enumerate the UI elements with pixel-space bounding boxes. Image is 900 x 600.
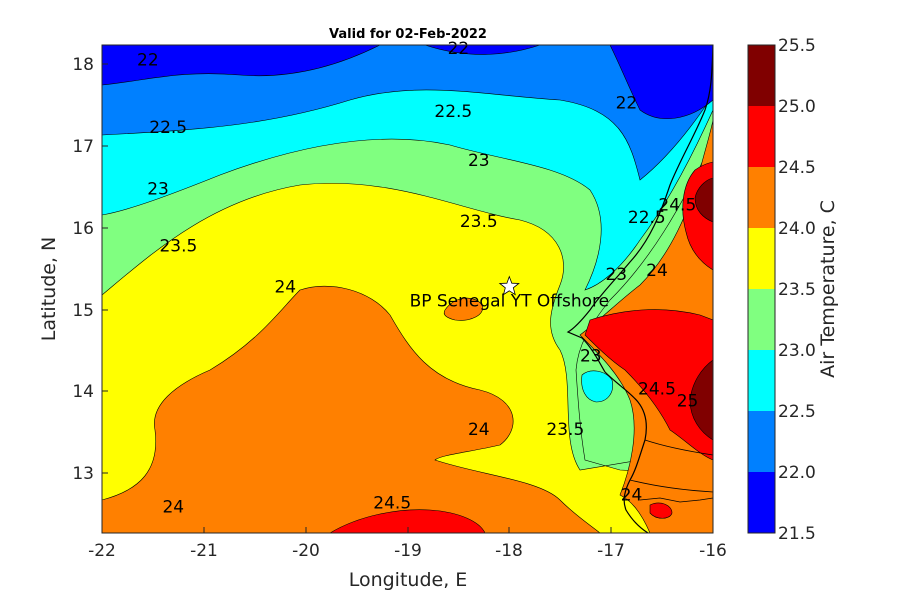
- y-axis-label: Latitude, N: [38, 237, 60, 342]
- contour-label: 24.5: [373, 494, 411, 514]
- contour-label: 24: [468, 420, 490, 440]
- band-22-22p5: [102, 45, 713, 181]
- contour-label: 22: [137, 50, 159, 70]
- contour-label: 24: [621, 485, 643, 505]
- band-24p5-25-coast: [584, 161, 713, 519]
- contour-label: 24: [646, 261, 668, 281]
- y-tick-label: 15: [72, 301, 94, 321]
- colorbar-tick: 24.5: [778, 158, 816, 178]
- y-tick-label: 14: [72, 382, 94, 402]
- colorbar-swatch: [748, 472, 775, 533]
- colorbar-tick: 25.0: [778, 97, 816, 117]
- contour-label: 24.5: [658, 196, 696, 216]
- colorbar-tick: 25.5: [778, 36, 816, 56]
- x-axis-label: Longitude, E: [349, 569, 468, 591]
- contour-label: 23: [468, 151, 490, 171]
- x-axis: -22 -21 -20 -19 -18 -17 -16 Longitude, E: [88, 527, 727, 591]
- colorbar-swatch: [748, 228, 775, 289]
- y-tick-label: 13: [72, 464, 94, 484]
- border-line: [629, 439, 713, 503]
- contour-label: 24: [162, 498, 184, 518]
- colorbar-tick: 21.5: [778, 524, 816, 544]
- y-tick-label: 16: [72, 219, 94, 239]
- colorbar-swatch: [748, 45, 775, 106]
- colorbar-label: Air Temperature, C: [817, 200, 839, 378]
- band-25-25p5: [689, 177, 713, 441]
- contour-label: 25: [677, 392, 699, 412]
- contour-label: 23: [147, 179, 169, 199]
- x-tick-label: -18: [495, 541, 523, 561]
- colorbar-swatch: [748, 167, 775, 228]
- contour-label: 22.5: [434, 102, 472, 122]
- site-label: BP Senegal YT Offshore: [410, 292, 610, 312]
- contour-label: 23: [605, 265, 627, 285]
- contour-label: 23.5: [546, 420, 584, 440]
- contour-label: 24: [274, 277, 296, 297]
- band-22p5-23-coastal-pocket: [581, 370, 613, 403]
- contour-label: 22: [448, 39, 470, 59]
- band-24-24p5-south: [102, 285, 601, 533]
- x-tick-label: -19: [394, 541, 422, 561]
- site-marker-group: BP Senegal YT Offshore: [410, 275, 610, 312]
- contour-label: 23.5: [460, 212, 498, 232]
- colorbar-tick: 23.0: [778, 341, 816, 361]
- y-tick-label: 17: [72, 137, 94, 157]
- y-tick-label: 18: [72, 55, 94, 75]
- band-21p5-22: [102, 45, 713, 120]
- x-tick-label: -21: [190, 541, 218, 561]
- contour-label: 23.5: [159, 236, 197, 256]
- band-24-24p5-patch: [443, 297, 483, 321]
- colorbar-tick: 23.5: [778, 280, 816, 300]
- colorbar-tick: 22.0: [778, 463, 816, 483]
- colorbar-swatch: [748, 106, 775, 167]
- contour-label-group: 22 22 22 22.5 22.5 22.5 23 23 23 23 23.5 23.5 23.5 24…: [137, 39, 698, 518]
- x-tick-label: -22: [88, 541, 116, 561]
- contour-label: 24.5: [638, 379, 676, 399]
- x-tick-label: -16: [699, 541, 727, 561]
- colorbar-tick: 24.0: [778, 219, 816, 239]
- x-tick-label: -20: [292, 541, 320, 561]
- colorbar-tick: 22.5: [778, 402, 816, 422]
- contour-label: 22.5: [628, 208, 666, 228]
- coastline: [566, 45, 713, 533]
- colorbar-swatch: [748, 350, 775, 411]
- band-24p5-25-south: [329, 509, 486, 533]
- y-axis: 18 17 16 15 14 13 Latitude, N: [38, 55, 108, 484]
- x-tick-label: -17: [597, 541, 625, 561]
- colorbar-frame: [747, 44, 776, 534]
- contour-fill-layer: [102, 45, 713, 533]
- colorbar: 25.5 25.0 24.5 24.0 23.5 23.0 22.5 22.0 …: [747, 36, 839, 544]
- map-title: Valid for 02-Feb-2022: [329, 27, 487, 42]
- contour-label: 23: [580, 347, 602, 367]
- colorbar-swatch: [748, 289, 775, 350]
- site-star-icon: [498, 275, 520, 296]
- contour-label: 22.5: [149, 118, 187, 138]
- contour-label: 22: [616, 94, 638, 114]
- colorbar-swatch: [748, 411, 775, 472]
